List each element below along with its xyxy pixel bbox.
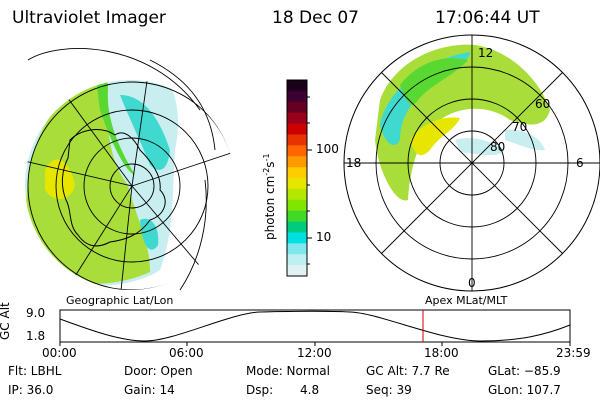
colorbar-segment xyxy=(287,265,307,276)
timeline-xtick-0600: 06:00 xyxy=(169,346,204,360)
colorbar-tick-100: 100 xyxy=(316,142,339,156)
colorbar-segment xyxy=(287,167,307,178)
colorbar-segment xyxy=(287,134,307,145)
timeline-ylabel: GC Alt xyxy=(0,302,12,340)
seq-info: Seq: 39 xyxy=(366,383,412,397)
colorbar-unit-label: photon cm-2s-1 xyxy=(262,153,277,240)
colorbar-segment xyxy=(287,254,307,265)
dsp-label: Dsp: xyxy=(246,383,273,397)
mlt-label-0: 0 xyxy=(468,276,476,290)
colorbar-segment xyxy=(287,178,307,189)
door-info: Door: Open xyxy=(124,364,193,378)
colorbar-segment xyxy=(287,102,307,113)
colorbar-segment xyxy=(287,145,307,156)
mlt-label-12: 12 xyxy=(478,46,493,60)
colorbar-segment xyxy=(287,200,307,211)
colorbar-segment xyxy=(287,232,307,243)
colorbar-segment xyxy=(287,113,307,124)
colorbar xyxy=(287,80,307,277)
glat-info: GLat: −85.9 xyxy=(488,364,561,378)
geographic-image xyxy=(18,48,240,300)
filter-info: Flt: LBHL xyxy=(8,364,61,378)
geographic-label: Geographic Lat/Lon xyxy=(66,294,173,307)
colorbar-segment xyxy=(287,243,307,254)
altitude-curve xyxy=(60,311,570,341)
colorbar-tick-10: 10 xyxy=(316,230,331,244)
mlat-label-60: 60 xyxy=(535,97,550,111)
glon-info: GLon: 107.7 xyxy=(488,383,561,397)
colorbar-segment xyxy=(287,222,307,233)
gc-alt-info: GC Alt: 7.7 Re xyxy=(366,364,450,378)
timeline-xtick-0000: 00:00 xyxy=(42,346,77,360)
gc-altitude-plot xyxy=(60,310,570,346)
colorbar-segment xyxy=(287,91,307,102)
dsp-value: 4.8 xyxy=(300,383,319,397)
colorbar-segment xyxy=(287,124,307,135)
colorbar-segment xyxy=(287,80,307,91)
gain-info: Gain: 14 xyxy=(124,383,175,397)
colorbar-segment xyxy=(287,211,307,222)
timeline-ytick-min: 1.8 xyxy=(26,329,45,343)
timeline-xtick-2359: 23:59 xyxy=(556,346,591,360)
colorbar-segment xyxy=(287,189,307,200)
mlat-label-70: 70 xyxy=(512,120,527,134)
apex-label: Apex MLat/MLT xyxy=(425,294,507,307)
magnetic-polar-plot xyxy=(344,35,600,291)
ip-info: IP: 36.0 xyxy=(8,383,53,397)
timeline-xtick-1200: 12:00 xyxy=(297,346,332,360)
mlat-label-80: 80 xyxy=(490,140,505,154)
colorbar-segment xyxy=(287,156,307,167)
timeline-ytick-max: 9.0 xyxy=(26,306,45,320)
mlt-label-6: 6 xyxy=(576,156,584,170)
timeline-xtick-1800: 18:00 xyxy=(424,346,459,360)
mode-info: Mode: Normal xyxy=(246,364,330,378)
mlt-label-18: 18 xyxy=(346,156,361,170)
